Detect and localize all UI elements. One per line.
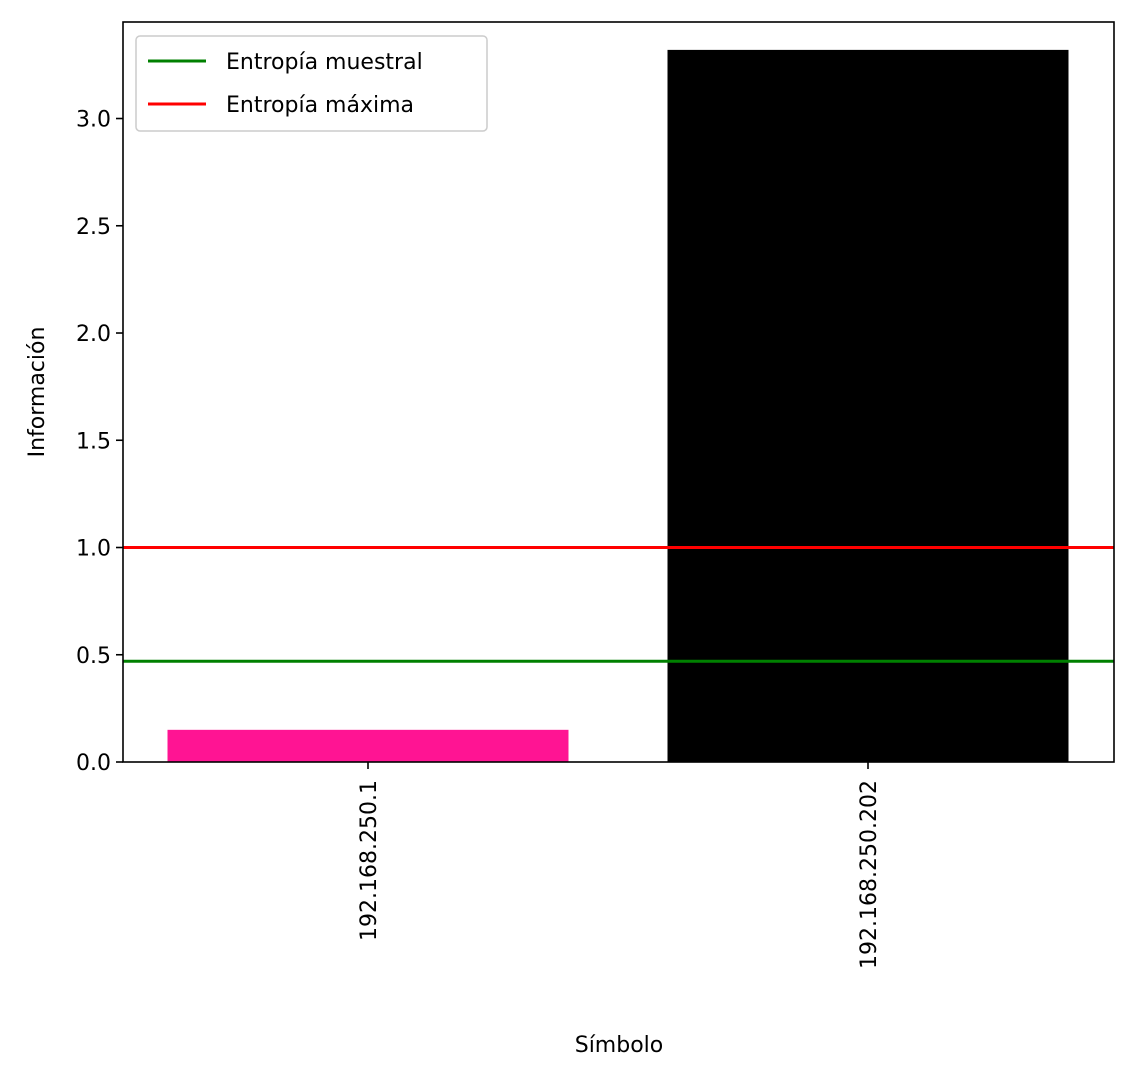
bar-2 (667, 49, 1069, 763)
y-tick-label: 2.0 (76, 322, 111, 347)
legend-box (135, 35, 488, 132)
plot-frame (122, 21, 1115, 763)
y-tick-label: 1.5 (76, 429, 111, 454)
y-tick-label: 1.0 (76, 537, 111, 562)
reference-lines-group (123, 546, 1114, 663)
y-tick-label: 2.5 (76, 215, 111, 240)
legend-label-max-entropy: Entropía máxima (226, 93, 414, 118)
x-tick-label: 192.168.250.1 (357, 780, 382, 941)
y-tick-label: 0.0 (76, 751, 111, 776)
bars-group (167, 49, 1069, 763)
y-axis: 0.0 0.5 1.0 1.5 2.0 2.5 3.0 (76, 108, 123, 776)
x-axis: 192.168.250.1 192.168.250.202 (357, 762, 882, 969)
x-tick-label: 192.168.250.202 (857, 780, 882, 969)
x-axis-label: Símbolo (575, 1033, 664, 1058)
y-axis-label: Información (25, 327, 50, 458)
legend: Entropía muestral Entropía máxima (135, 35, 488, 132)
y-tick-label: 3.0 (76, 108, 111, 133)
bar-1 (167, 729, 569, 762)
legend-label-sample-entropy: Entropía muestral (226, 50, 423, 75)
y-tick-label: 0.5 (76, 644, 111, 669)
